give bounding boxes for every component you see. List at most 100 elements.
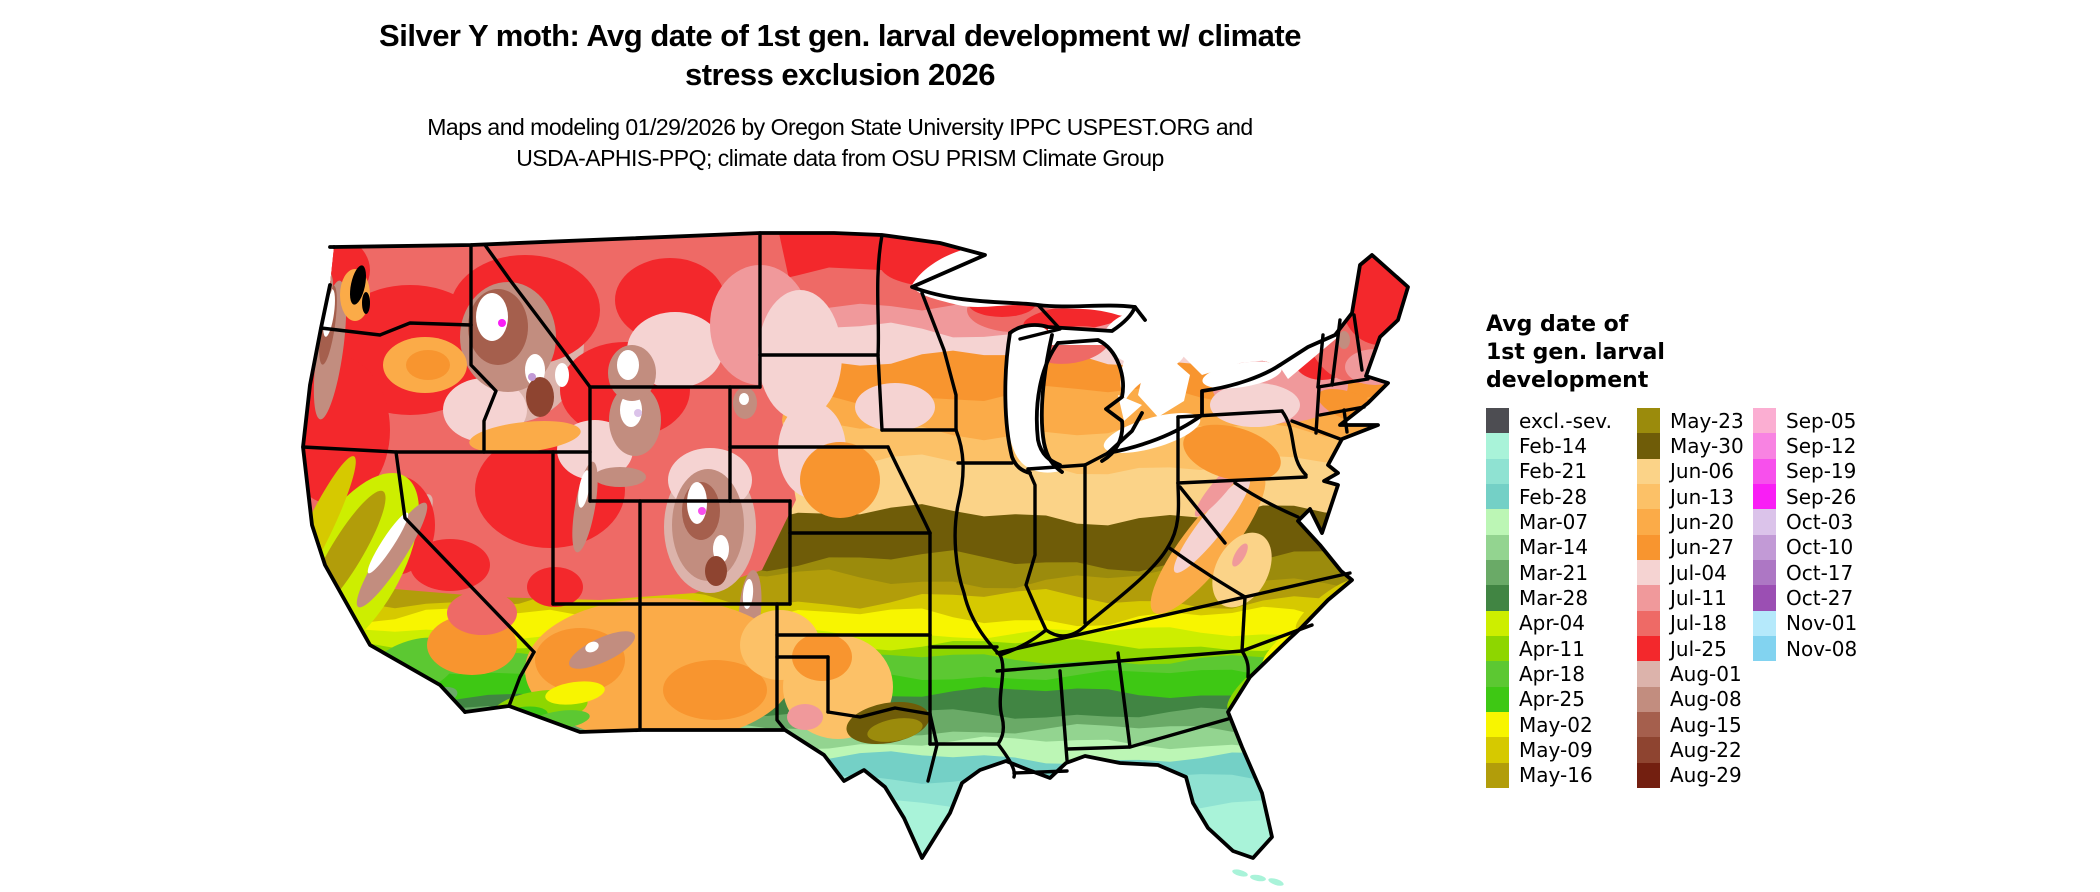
legend-label: May-02 [1519,712,1593,737]
legend-item: Jun-13 [1637,484,1744,510]
legend-swatch [1637,509,1660,535]
legend-swatch [1637,636,1660,662]
legend-label: Aug-22 [1670,738,1742,763]
legend-item: Oct-27 [1753,585,1857,611]
subtitle-line-1: Maps and modeling 01/29/2026 by Oregon S… [427,114,1253,140]
legend-label: Oct-27 [1786,586,1854,611]
legend-label: Feb-28 [1519,484,1588,509]
legend-item: Oct-17 [1753,560,1857,586]
legend-item: Aug-22 [1637,737,1744,763]
legend-swatch [1637,560,1660,586]
legend-item: May-23 [1637,408,1744,434]
legend-label: Feb-14 [1519,434,1588,459]
legend-swatch [1486,712,1509,738]
legend-label: Aug-29 [1670,763,1742,788]
legend-swatch [1753,484,1776,510]
legend-swatch [1637,610,1660,637]
us-map [240,213,1460,892]
legend-column-2: May-23 May-30 Jun-06 Jun-13 Jun-20 Jun-27 Jul-… [1637,408,1744,789]
page-title: Silver Y moth: Avg date of 1st gen. larv… [60,16,1620,94]
legend-item: Aug-01 [1637,661,1744,687]
legend-item: Mar-07 [1486,509,1612,535]
legend-swatch [1637,712,1660,738]
legend-item: Sep-05 [1753,408,1857,434]
legend-swatch [1486,509,1509,535]
legend-label: Sep-05 [1786,408,1857,433]
legend-title-line-3: development [1486,368,1649,393]
legend-swatch [1753,534,1776,561]
map-subtitle: Maps and modeling 01/29/2026 by Oregon S… [60,112,1620,174]
legend-item: Sep-26 [1753,484,1857,510]
subtitle-line-2: USDA-APHIS-PPQ; climate data from OSU PR… [516,145,1164,171]
legend-swatch [1637,534,1660,561]
legend-label: Apr-11 [1519,636,1585,661]
legend-swatch [1637,484,1660,510]
map-borders [301,231,1410,860]
legend-swatch [1753,433,1776,459]
legend-label: Aug-01 [1670,662,1742,687]
legend-label: Apr-25 [1519,687,1585,712]
state-borders [301,231,1370,783]
legend-swatch [1486,636,1509,662]
legend-item: Oct-10 [1753,534,1857,561]
legend-title: Avg date of 1st gen. larval development [1486,311,1786,395]
legend-swatch [1486,560,1509,586]
legend-swatch [1753,509,1776,535]
legend-item: Jun-27 [1637,534,1744,561]
legend-label: Oct-03 [1786,510,1854,535]
legend-swatch [1486,585,1509,611]
legend-swatch [1637,433,1660,459]
legend-label: Mar-21 [1519,560,1589,585]
legend-swatch [1486,762,1509,789]
legend-label: Mar-07 [1519,510,1589,535]
legend-label: May-23 [1670,408,1744,433]
us-map-svg [301,213,1410,886]
legend-label: Oct-10 [1786,535,1854,560]
legend-item: Jul-11 [1637,585,1744,611]
legend-item: excl.-sev. [1486,408,1612,434]
legend-label: Apr-04 [1519,611,1585,636]
legend-item: Nov-08 [1753,636,1857,662]
legend-swatch [1637,585,1660,611]
legend-item: Aug-08 [1637,686,1744,713]
legend-item: Jul-04 [1637,560,1744,586]
legend-swatch [1637,737,1660,763]
legend-item: Apr-11 [1486,636,1612,662]
legend-label: Jul-11 [1670,586,1727,611]
legend-label: Jul-04 [1670,560,1727,585]
legend-label: Mar-14 [1519,535,1589,560]
legend-swatch [1486,408,1509,434]
legend-title-line-1: Avg date of [1486,312,1629,337]
legend-item: Oct-03 [1753,509,1857,535]
legend-label: Sep-12 [1786,434,1857,459]
legend-item: Sep-12 [1753,433,1857,459]
legend-swatch [1753,408,1776,434]
legend-label: May-16 [1519,763,1593,788]
legend-item: Apr-04 [1486,610,1612,637]
legend-swatch [1486,661,1509,687]
legend-label: Jun-27 [1670,535,1734,560]
legend-column-3: Sep-05 Sep-12 Sep-19 Sep-26 Oct-03 Oct-10 Oct-… [1753,408,1858,662]
legend-label: Aug-15 [1670,712,1742,737]
legend-item: Feb-28 [1486,484,1612,510]
legend-item: Jul-18 [1637,610,1744,637]
legend-swatch [1486,737,1509,763]
legend-item: May-16 [1486,762,1612,789]
legend-label: Feb-21 [1519,459,1588,484]
legend-item: May-09 [1486,737,1612,763]
legend-label: Apr-18 [1519,662,1585,687]
legend-swatch [1486,484,1509,510]
legend-item: Mar-21 [1486,560,1612,586]
legend-label: Nov-01 [1786,611,1858,636]
legend-label: Mar-28 [1519,586,1589,611]
legend-swatch [1753,610,1776,637]
legend-item: Jun-20 [1637,509,1744,535]
legend-label: Jul-25 [1670,636,1727,661]
legend-item: May-30 [1637,433,1744,459]
legend-item: Feb-14 [1486,433,1612,459]
legend-label: Sep-26 [1786,484,1857,509]
legend-item: Apr-25 [1486,686,1612,713]
legend-title-line-2: 1st gen. larval [1486,340,1665,365]
legend-label: Aug-08 [1670,687,1742,712]
legend-swatch [1486,534,1509,561]
